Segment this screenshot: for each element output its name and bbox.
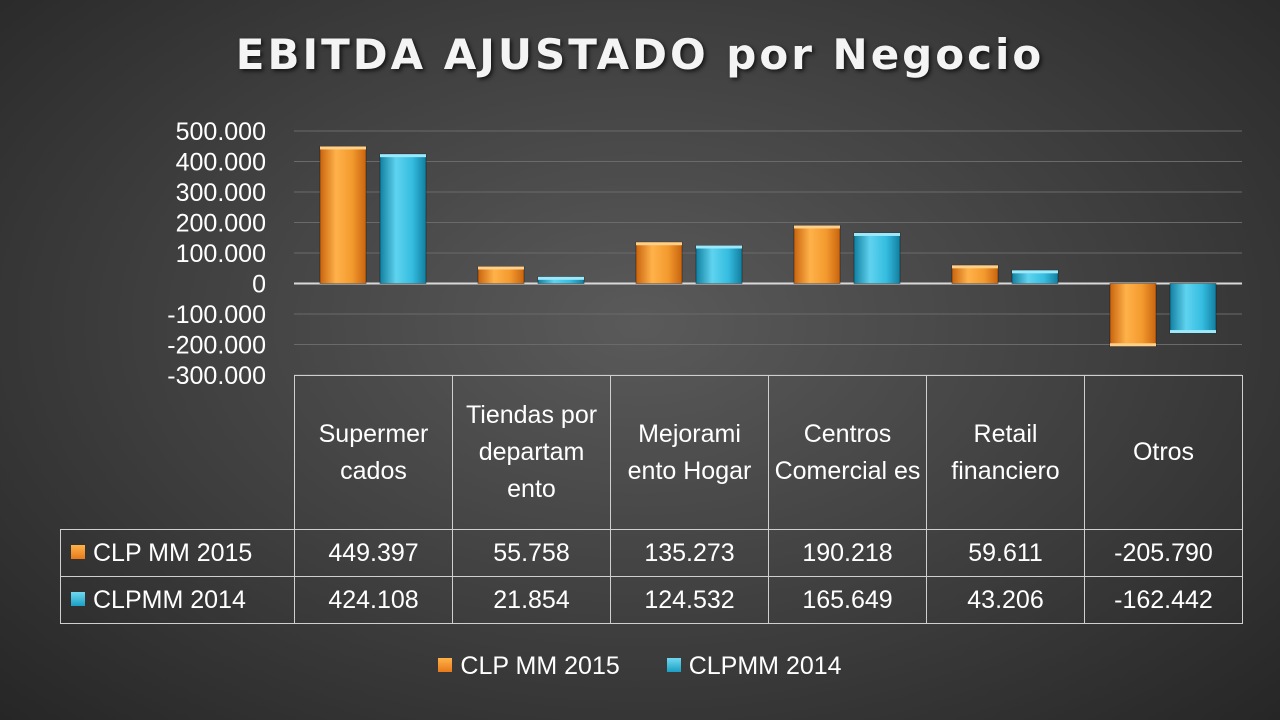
bar-cap	[854, 232, 900, 236]
chart-title: EBITDA AJUSTADO por Negocio	[235, 30, 1045, 79]
data-value: 21.854	[452, 576, 611, 624]
legend-item-2014: CLPMM 2014	[666, 652, 842, 681]
series-swatch-icon	[71, 591, 85, 606]
category-label: Supermer cados	[294, 375, 453, 530]
y-tick-label: 500.000	[176, 118, 266, 146]
data-value: -205.790	[1084, 529, 1243, 577]
y-tick-label: 0	[252, 271, 266, 299]
bar-cap	[320, 146, 366, 150]
series-row-2015: CLP MM 2015 449.397 55.758 135.273 190.2…	[60, 529, 1243, 577]
bar-2015	[1109, 283, 1157, 347]
legend-swatch-icon	[666, 658, 681, 673]
category-label: Centros Comercial es	[768, 375, 927, 530]
bar-cap	[952, 265, 998, 269]
series-label-2015: CLP MM 2015	[60, 529, 295, 577]
series-label-2014: CLPMM 2014	[60, 576, 295, 624]
bar-cap	[794, 225, 840, 229]
category-label: Otros	[1084, 375, 1243, 530]
bar-cap	[1170, 330, 1216, 334]
legend-item-2015: CLP MM 2015	[438, 652, 620, 681]
data-value: 59.611	[926, 529, 1085, 577]
data-value: -162.442	[1084, 576, 1243, 624]
series-row-2014: CLPMM 2014 424.108 21.854 124.532 165.64…	[60, 576, 1243, 624]
data-value: 135.273	[610, 529, 769, 577]
y-tick-label: -200.000	[167, 332, 266, 360]
data-table: Supermer cados Tiendas por departam ento…	[60, 375, 1243, 624]
bar-2014	[853, 232, 901, 284]
y-tick-label: 400.000	[176, 149, 266, 177]
bar-cap	[380, 154, 426, 158]
bar-cap	[636, 242, 682, 246]
bar-cap	[696, 245, 742, 249]
legend-swatch-icon	[438, 658, 453, 673]
category-label: Tiendas por departam ento	[452, 375, 611, 530]
chart-legend: CLP MM 2015 CLPMM 2014	[0, 652, 1280, 681]
y-tick-label: -100.000	[167, 301, 266, 329]
bar-2015	[793, 224, 841, 284]
data-value: 43.206	[926, 576, 1085, 624]
y-tick-label: 200.000	[176, 210, 266, 238]
bar-2015	[319, 145, 367, 284]
bar-cap	[538, 276, 584, 280]
data-value: 190.218	[768, 529, 927, 577]
category-label: Retail financiero	[926, 375, 1085, 530]
bar-2015	[635, 241, 683, 284]
data-value: 424.108	[294, 576, 453, 624]
data-value: 449.397	[294, 529, 453, 577]
y-tick-label: 300.000	[176, 179, 266, 207]
data-value: 55.758	[452, 529, 611, 577]
bar-2014	[1169, 283, 1217, 334]
bar-cap	[478, 266, 524, 270]
data-value: 165.649	[768, 576, 927, 624]
data-value: 124.532	[610, 576, 769, 624]
bar-2014	[695, 245, 743, 285]
bar-cap	[1012, 270, 1058, 274]
category-row: Supermer cados Tiendas por departam ento…	[60, 375, 1243, 530]
series-swatch-icon	[71, 544, 85, 559]
bar-2014	[379, 153, 427, 284]
y-tick-label: 100.000	[176, 240, 266, 268]
category-label: Mejorami ento Hogar	[610, 375, 769, 530]
bar-cap	[1110, 343, 1156, 347]
